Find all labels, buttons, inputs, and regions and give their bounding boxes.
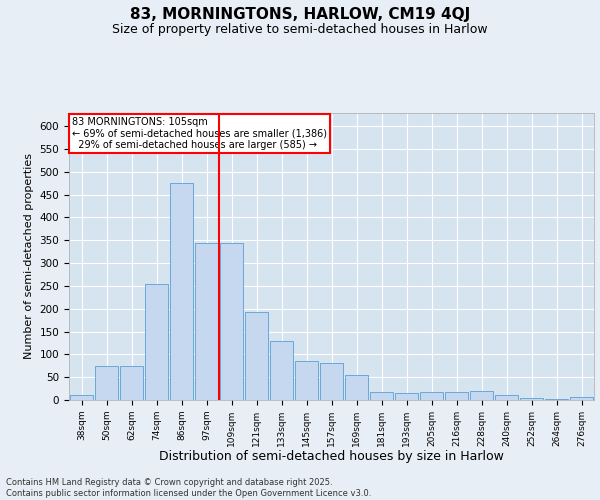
Text: Contains HM Land Registry data © Crown copyright and database right 2025.
Contai: Contains HM Land Registry data © Crown c… [6,478,371,498]
Bar [445,392,469,400]
Bar [344,375,368,400]
Text: 83, MORNINGTONS, HARLOW, CM19 4QJ: 83, MORNINGTONS, HARLOW, CM19 4QJ [130,8,470,22]
Bar [145,284,169,400]
Bar [395,393,418,400]
Bar [295,361,319,400]
Bar [95,366,118,400]
Bar [220,242,244,400]
Bar [494,396,518,400]
Bar [245,312,268,400]
Bar [545,398,568,400]
Text: 83 MORNINGTONS: 105sqm
← 69% of semi-detached houses are smaller (1,386)
  29% o: 83 MORNINGTONS: 105sqm ← 69% of semi-det… [71,117,326,150]
Bar [520,398,544,400]
Bar [370,392,394,400]
Bar [269,340,293,400]
Bar [470,391,493,400]
X-axis label: Distribution of semi-detached houses by size in Harlow: Distribution of semi-detached houses by … [159,450,504,464]
Bar [194,242,218,400]
Bar [119,366,143,400]
Bar [419,392,443,400]
Text: Size of property relative to semi-detached houses in Harlow: Size of property relative to semi-detach… [112,22,488,36]
Bar [70,396,94,400]
Bar [320,364,343,400]
Y-axis label: Number of semi-detached properties: Number of semi-detached properties [24,153,34,359]
Bar [170,183,193,400]
Bar [569,398,593,400]
